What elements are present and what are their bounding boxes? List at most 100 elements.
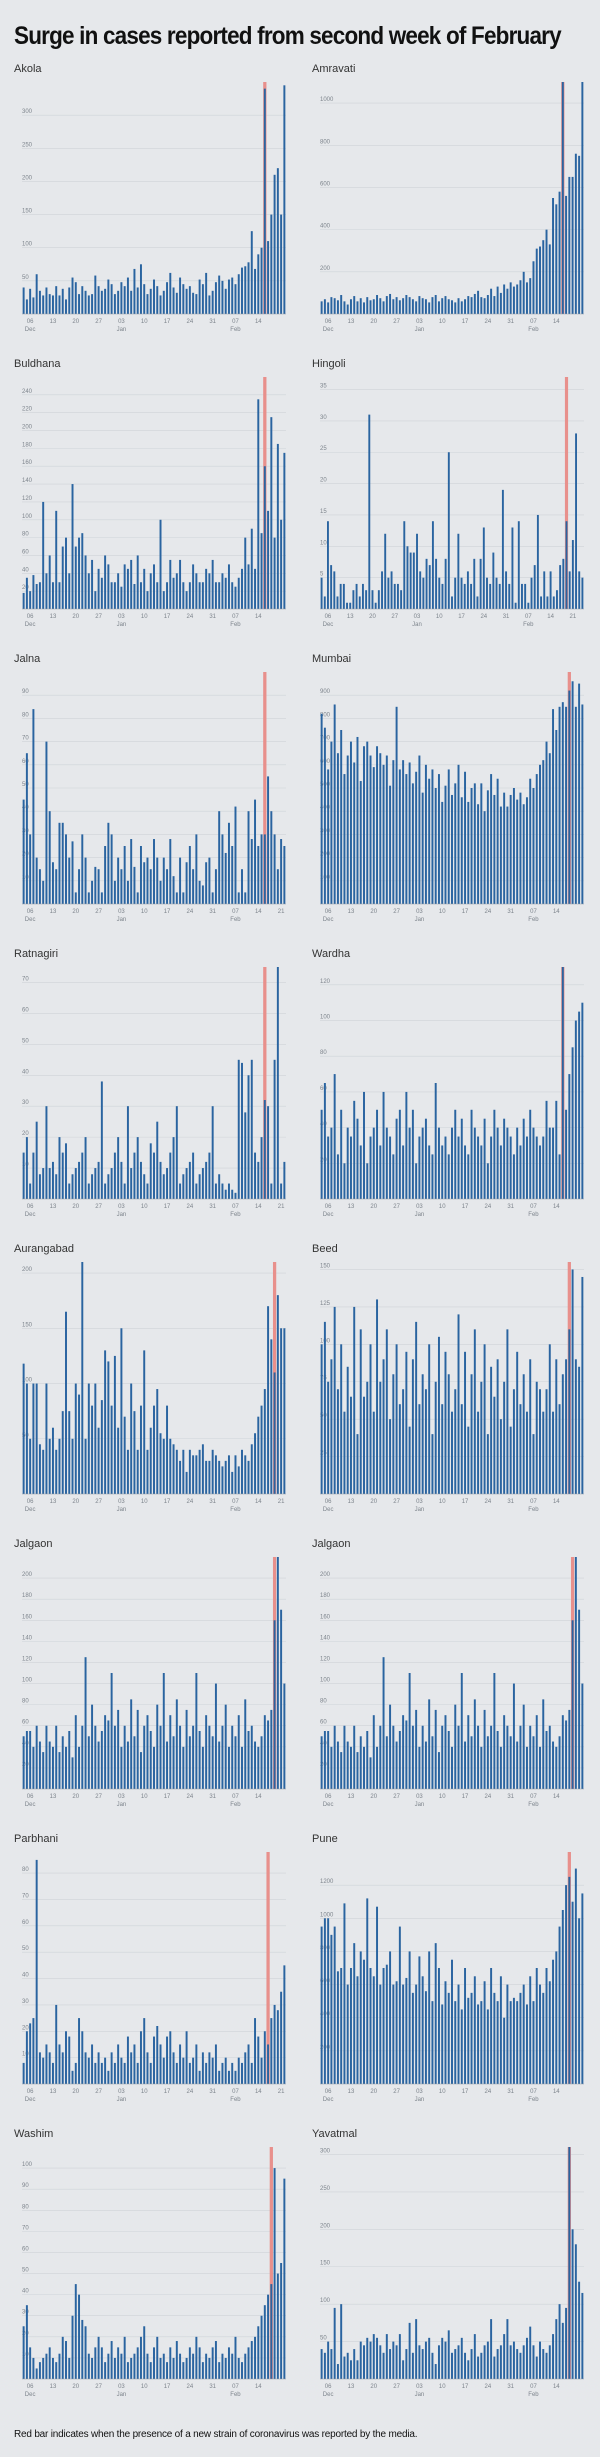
data-bar: [480, 297, 483, 314]
data-bar: [444, 785, 447, 904]
data-bar: [542, 1136, 545, 1199]
data-bar: [61, 546, 64, 609]
data-bar: [218, 2362, 221, 2379]
data-bar: [460, 1118, 463, 1199]
data-bar: [454, 2349, 457, 2379]
data-bar: [552, 709, 555, 904]
month-label: Feb: [230, 327, 241, 333]
data-bar: [320, 1736, 323, 1789]
data-bar: [555, 2319, 558, 2379]
data-bar: [393, 583, 396, 609]
data-bar: [42, 1449, 45, 1494]
data-bar: [78, 869, 81, 904]
month-label: Feb: [528, 327, 539, 333]
data-bar: [172, 1736, 175, 1789]
data-bar: [525, 1136, 528, 1199]
x-tick-label: 20: [72, 319, 79, 325]
data-bar: [327, 769, 330, 904]
data-bar: [218, 1741, 221, 1789]
data-bar: [379, 753, 382, 904]
chart-title: Mumbai: [312, 653, 351, 665]
data-bar: [548, 753, 551, 904]
data-bar: [179, 277, 182, 314]
y-tick-label: 100: [320, 2298, 331, 2304]
data-bar: [166, 2036, 169, 2084]
data-bar: [493, 1109, 496, 1199]
data-bar: [353, 1943, 356, 2084]
data-bar: [68, 857, 71, 904]
data-bar: [192, 2057, 195, 2084]
data-bar: [35, 857, 38, 904]
y-tick-label: 10: [22, 2052, 29, 2058]
data-bar: [244, 1455, 247, 1494]
data-bar: [61, 2336, 64, 2379]
data-bar: [428, 302, 431, 314]
data-bar: [532, 1736, 535, 1789]
data-bar: [333, 298, 336, 314]
data-bar: [483, 298, 486, 314]
data-bar: [139, 1752, 142, 1789]
x-tick-label: 03: [416, 909, 423, 915]
data-bar: [535, 1715, 538, 1789]
data-bar: [185, 862, 188, 904]
data-bar: [467, 1154, 470, 1199]
x-tick-label: 27: [393, 2384, 400, 2390]
data-bar: [359, 1736, 362, 1789]
y-tick-label: 80: [320, 1050, 327, 1056]
data-bar: [159, 1725, 162, 1789]
data-bar: [561, 967, 564, 1199]
data-bar: [84, 555, 87, 609]
data-bar: [32, 1152, 35, 1199]
data-bar: [130, 1168, 133, 1199]
data-bar: [395, 1981, 398, 2084]
data-bar: [227, 2347, 230, 2379]
data-bar: [418, 296, 421, 314]
data-bar: [542, 1992, 545, 2084]
y-tick-label: 30: [22, 1100, 29, 1106]
month-label: Jan: [117, 917, 127, 923]
footnote: Red bar indicates when the presence of a…: [14, 2429, 418, 2440]
data-bar: [529, 1359, 532, 1494]
x-tick-label: 10: [141, 2384, 148, 2390]
data-bar: [208, 1152, 211, 1199]
x-tick-label: 20: [72, 2089, 79, 2095]
y-tick-label: 180: [320, 1593, 331, 1599]
data-bar: [166, 1168, 169, 1199]
data-bar: [201, 885, 204, 904]
data-bar: [198, 1731, 201, 1789]
data-bar: [477, 1136, 480, 1199]
data-bar: [198, 582, 201, 609]
data-bar: [29, 288, 32, 314]
data-bar: [94, 1383, 97, 1494]
data-bar: [405, 1977, 408, 2084]
data-bar: [100, 1731, 103, 1789]
x-tick-label: 31: [507, 909, 514, 915]
data-bar: [172, 287, 175, 314]
data-bar: [227, 564, 230, 609]
data-bar: [434, 1083, 437, 1199]
data-bar: [451, 794, 453, 904]
data-bar: [198, 279, 201, 314]
data-bar: [382, 2352, 385, 2379]
x-tick-label: 06: [27, 1499, 34, 1505]
data-bar: [179, 1183, 182, 1199]
data-bar: [496, 1127, 499, 1199]
data-bar: [398, 1109, 401, 1199]
data-bar: [369, 755, 372, 904]
data-bar: [231, 2353, 234, 2379]
data-bar: [545, 2352, 548, 2379]
data-bar: [280, 1183, 283, 1199]
data-bar: [356, 301, 359, 314]
x-tick-label: 07: [232, 2089, 239, 2095]
y-tick-label: 80: [22, 712, 29, 718]
data-bar: [51, 295, 54, 314]
x-tick-label: 07: [530, 1794, 537, 1800]
data-bar: [441, 298, 444, 314]
month-label: Feb: [528, 1507, 539, 1513]
data-bar: [22, 592, 25, 609]
data-bar: [470, 1109, 473, 1199]
data-bar: [509, 2345, 512, 2379]
data-bar: [117, 1709, 120, 1789]
x-tick-label: 24: [485, 1794, 492, 1800]
